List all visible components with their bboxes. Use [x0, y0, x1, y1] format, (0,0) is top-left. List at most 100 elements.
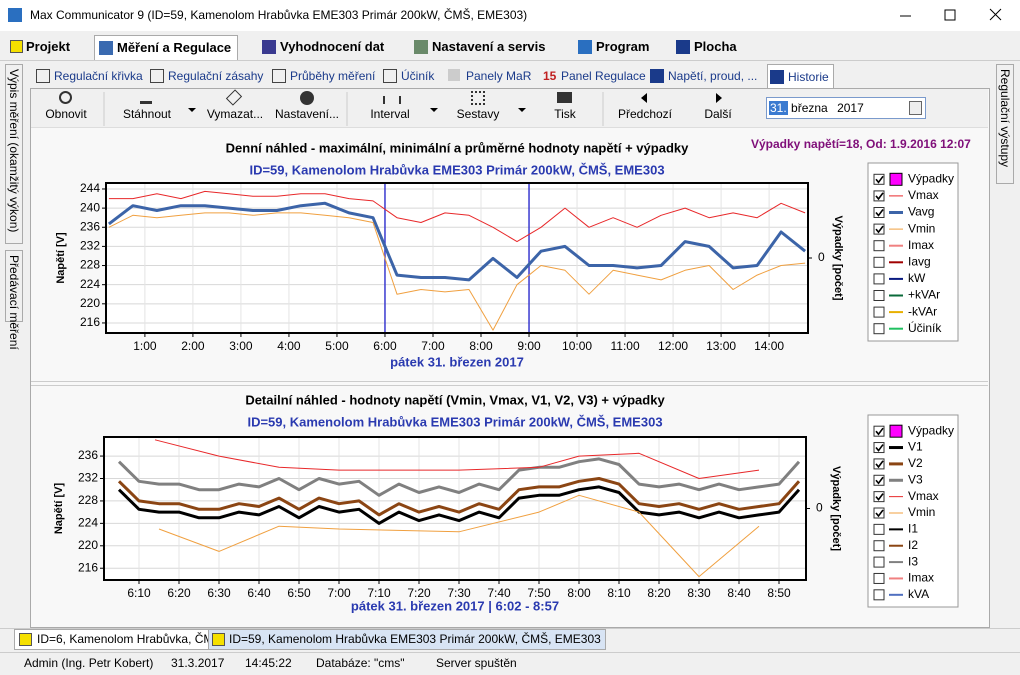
legend-checkbox[interactable]	[873, 273, 885, 285]
legend-checkbox[interactable]	[873, 173, 885, 185]
legend-checkbox[interactable]	[873, 474, 885, 486]
y-tick-label: 224	[78, 516, 98, 530]
x-tick-label: 8:00	[469, 339, 493, 353]
tab-label: ID=6, Kamenolom Hrabůvka, ČMŠ,	[37, 632, 225, 646]
y-tick-label: 216	[78, 560, 98, 574]
legend-label: Výpadky	[908, 171, 954, 185]
legend-checkbox[interactable]	[873, 556, 885, 568]
legend-checkmark	[875, 444, 884, 452]
y-tick-label: 216	[80, 315, 100, 329]
series-line	[107, 201, 807, 282]
button-label: Nastavení...	[274, 107, 340, 121]
x-tick-label: 7:30	[447, 586, 471, 600]
legend-checkbox[interactable]	[873, 290, 885, 301]
sub-tab[interactable]: 15 Panel Regulace	[543, 69, 646, 83]
main-tab[interactable]: Plocha	[672, 37, 743, 57]
x-tick-label: 3:00	[229, 339, 253, 353]
date-year[interactable]: 2017	[837, 101, 864, 115]
tab-label: Projekt	[26, 39, 71, 54]
tab-label: Regulační zásahy	[168, 69, 264, 83]
y-tick-label: 236	[80, 219, 100, 233]
y-tick-label: 232	[78, 471, 98, 485]
window-controls[interactable]	[890, 6, 1010, 26]
legend-checkbox[interactable]	[873, 540, 885, 552]
sub-tab[interactable]: Panely MaR	[446, 66, 535, 86]
tab-label: Průběhy měření	[290, 69, 376, 83]
dropdown-arrows	[188, 108, 526, 112]
x-tick-label: 7:20	[407, 586, 431, 600]
x-tick-label: 11:00	[610, 339, 639, 353]
document-tab-active[interactable]: ID=59, Kamenolom Hrabůvka EME303 Primár …	[208, 629, 606, 650]
tab-label: Nastavení a servis	[432, 39, 546, 54]
main-tab[interactable]: Program	[574, 37, 655, 57]
series-line	[154, 439, 760, 479]
main-tab[interactable]: Projekt	[4, 37, 76, 57]
y2-tick-label: 0	[818, 250, 825, 264]
x-tick-label: 7:40	[487, 586, 511, 600]
sub-tab[interactable]: Regulační křivka	[34, 66, 147, 86]
legend-checkbox[interactable]	[873, 442, 885, 454]
legend-checkbox[interactable]	[873, 572, 885, 584]
status-server: Server spuštěn	[436, 656, 517, 670]
chart-subtitle: ID=59, Kamenolom Hrabůvka EME303 Primár …	[249, 162, 664, 177]
legend-checkbox[interactable]	[873, 240, 885, 252]
chart: Denní náhled - maximální, minimální a pr…	[55, 140, 959, 369]
sub-tab[interactable]: Účiník	[381, 66, 438, 86]
x-tick-label: 12:00	[658, 339, 688, 353]
legend-checkbox[interactable]	[873, 223, 885, 235]
outage-info: Výpadky napětí=18, Od: 1.9.2016 12:07	[751, 137, 971, 151]
date-month[interactable]: března	[791, 101, 828, 115]
maximize[interactable]	[944, 9, 956, 21]
button-label: Interval	[370, 107, 410, 121]
legend-checkbox[interactable]	[873, 491, 885, 503]
button-label: Sestavy	[456, 107, 500, 121]
legend-label: Vmax	[908, 188, 939, 202]
x-tick-label: 8:10	[607, 586, 631, 600]
date-picker[interactable]: 31. března 2017	[766, 97, 926, 119]
y-tick-label: 220	[78, 538, 98, 552]
y2-axis-title: Výpadky [počet]	[832, 216, 844, 301]
date-day[interactable]: 31.	[769, 101, 788, 115]
legend-checkbox[interactable]	[873, 507, 885, 519]
main-tab[interactable]: Vyhodnocení dat	[258, 37, 390, 57]
x-tick-label: 8:20	[647, 586, 671, 600]
legend-checkbox[interactable]	[873, 425, 885, 437]
sub-tab-active[interactable]: Historie	[767, 64, 834, 89]
x-tick-label: 7:10	[367, 586, 391, 600]
legend-checkbox[interactable]	[873, 458, 885, 470]
x-tick-label: 7:50	[527, 586, 551, 600]
legend-label: Vmin	[908, 505, 935, 519]
status-bar	[0, 652, 1020, 675]
sub-tab[interactable]: Regulační zásahy	[148, 66, 267, 86]
y-tick-label: 228	[78, 493, 98, 507]
main-tab-active[interactable]: Měření a Regulace	[94, 35, 239, 60]
button-label: Tisk	[554, 107, 576, 121]
legend-label: Vavg	[908, 205, 934, 219]
chart-title: Detailní náhled - hodnoty napětí (Vmin, …	[245, 392, 665, 407]
legend-label: V3	[908, 472, 923, 486]
sub-tab[interactable]: Napětí, proud, ...	[648, 66, 761, 86]
legend-checkbox[interactable]	[873, 190, 885, 202]
legend-checkmark	[875, 460, 884, 469]
legend-checkbox[interactable]	[873, 207, 885, 218]
chart-subtitle: ID=59, Kamenolom Hrabůvka EME303 Primár …	[247, 414, 662, 429]
close[interactable]	[989, 8, 1002, 21]
legend-label: Účiník	[908, 320, 942, 335]
x-axis-title: pátek 31. březen 2017	[390, 354, 524, 369]
side-tab[interactable]: Výpis měření (okamžitý výkon)	[5, 64, 23, 244]
legend-checkbox[interactable]	[873, 523, 885, 535]
side-tab[interactable]: Regulační výstupy	[996, 64, 1014, 184]
legend-checkbox[interactable]	[873, 323, 885, 335]
legend-checkbox[interactable]	[873, 306, 885, 318]
document-tab[interactable]: ID=6, Kamenolom Hrabůvka, ČMŠ,	[14, 629, 230, 650]
sub-tab[interactable]: Průběhy měření	[270, 66, 379, 86]
main-tab[interactable]: Nastavení a servis	[410, 37, 551, 57]
side-tab[interactable]: Předávací měření	[5, 250, 23, 350]
legend-checkbox[interactable]	[873, 256, 885, 268]
legend-checkbox[interactable]	[873, 589, 885, 601]
legend-checkmark	[875, 493, 884, 501]
series-line	[108, 190, 806, 243]
x-tick-label: 6:00	[373, 339, 397, 353]
splitter[interactable]	[31, 381, 988, 386]
